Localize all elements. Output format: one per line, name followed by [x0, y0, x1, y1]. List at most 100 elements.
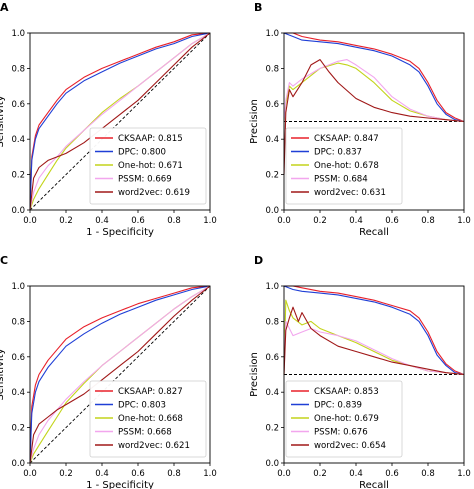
panel-a-letter: A — [0, 1, 9, 14]
panel-a-legend-label: PSSM: 0.669 — [118, 175, 172, 185]
panel-b-legend-label: CKSAAP: 0.847 — [314, 134, 379, 144]
panel-b-ytick-label: 1.0 — [265, 29, 279, 39]
panel-d-ylabel: Precision — [249, 352, 260, 397]
panel-b-legend-label: DPC: 0.837 — [314, 148, 362, 158]
panel-d-ytick-label: 1.0 — [265, 282, 279, 292]
panel-d-xtick-label: 0.0 — [277, 469, 291, 479]
panel-b-series-dpc — [283, 32, 465, 123]
panel-c-xtick-label: 0.8 — [167, 469, 181, 479]
panel-d-xlabel: Recall — [359, 480, 389, 489]
panel-d-legend-label: CKSAAP: 0.853 — [314, 387, 379, 397]
panel-a-legend: CKSAAP: 0.815 DPC: 0.800 One-hot: 0.671 PSS… — [89, 127, 207, 205]
panel-a-xtick-label: 0.4 — [95, 216, 109, 226]
panel-b-legend-label: One-hot: 0.678 — [314, 161, 379, 171]
panel-c-legend-label: One-hot: 0.668 — [118, 414, 183, 424]
panel-b-series-pssm — [283, 59, 465, 123]
panel-b-xtick-label: 0.4 — [349, 216, 363, 226]
panel-a-reference-line — [29, 32, 211, 211]
panel-d-legend-label: word2vec: 0.654 — [314, 441, 386, 451]
panel-b-legend-label: PSSM: 0.684 — [314, 175, 368, 185]
panel-a-legend-label: One-hot: 0.671 — [118, 161, 183, 171]
panel-d-legend-label: PSSM: 0.676 — [314, 428, 368, 438]
panel-b-xlabel: Recall — [359, 227, 389, 238]
panel-a-legend-label: CKSAAP: 0.815 — [118, 134, 183, 144]
panel-a-series-pssm — [29, 32, 211, 211]
panel-d-ytick-label: 0.2 — [265, 424, 279, 434]
panel-c-legend-label: DPC: 0.803 — [118, 401, 166, 411]
panel-c-legend-label: PSSM: 0.668 — [118, 428, 172, 438]
panel-a-legend-label: word2vec: 0.619 — [118, 188, 190, 198]
panel-c-xtick-label: 1.0 — [203, 469, 217, 479]
panel-a-series-cksaap — [29, 32, 211, 211]
panel-b-xtick-label: 1.0 — [457, 216, 471, 226]
panel-c-series-cksaap — [29, 285, 211, 464]
panel-b-series-one-hot — [283, 62, 465, 123]
panel-c-legend-label: CKSAAP: 0.827 — [118, 387, 183, 397]
panel-b-xtick-label: 0.8 — [421, 216, 435, 226]
panel-d-series-cksaap — [284, 285, 465, 376]
panel-d-ytick-label: 0.4 — [265, 388, 279, 398]
panel-c: C 0.0 0.2 0.4 0.6 0.8 1.0 0.0 0.2 0.4 0.6 0.8 1.0 1 -… — [0, 254, 217, 489]
panel-b-legend-box — [285, 127, 403, 205]
panel-d-letter: D — [254, 254, 263, 267]
panel-b-ytick-label: 0.0 — [265, 206, 279, 216]
panel-d-xtick-label: 1.0 — [457, 469, 471, 479]
panel-c-series-pssm — [29, 285, 211, 464]
panel-a-legend-box — [89, 127, 207, 205]
panel-a-xtick-label: 1.0 — [203, 216, 217, 226]
panel-a-xtick-label: 0.8 — [167, 216, 181, 226]
panel-b-ytick-label: 0.6 — [265, 100, 279, 110]
panel-d-ytick-label: 0.6 — [265, 353, 279, 363]
panel-c-ylabel: Sensitivity — [0, 348, 6, 400]
panel-b-ytick-label: 0.8 — [265, 64, 279, 74]
panel-b-xtick-label: 0.6 — [385, 216, 399, 226]
panel-a-ylabel: Sensitivity — [0, 95, 6, 147]
panel-c-xtick-label: 0.2 — [59, 469, 73, 479]
panel-d-ytick-label: 0.0 — [265, 459, 279, 469]
panel-c-ytick-label: 0.2 — [11, 424, 25, 434]
panel-b-xtick-label: 0.0 — [277, 216, 291, 226]
panel-a-xlabel: 1 - Specificity — [86, 227, 154, 238]
panel-a-xtick-label: 0.6 — [131, 216, 145, 226]
panel-b: B 0.0 0.2 0.4 0.6 0.8 1.0 0.0 0.2 0.4 0.6 0.8 1.0 Rec… — [249, 1, 471, 238]
panel-c-xtick-label: 0.0 — [23, 469, 37, 479]
panel-b-ytick-label: 0.4 — [265, 135, 279, 145]
panel-c-ytick-label: 0.6 — [11, 353, 25, 363]
panel-a-ytick-label: 0.4 — [11, 135, 25, 145]
panel-d-legend-label: DPC: 0.839 — [314, 401, 362, 411]
panel-d-frame — [283, 285, 465, 464]
panel-a-frame — [29, 32, 211, 211]
panel-d: D 0.0 0.2 0.4 0.6 0.8 1.0 0.0 0.2 0.4 0.6 0.8 1.0 Rec… — [249, 254, 471, 489]
panel-c-legend: CKSAAP: 0.827 DPC: 0.803 One-hot: 0.668 PSS… — [89, 380, 207, 458]
panel-b-series-word2vec — [283, 59, 465, 175]
panel-a-ytick-label: 0.2 — [11, 171, 25, 181]
panel-c-ytick-label: 1.0 — [11, 282, 25, 292]
panel-c-legend-label: word2vec: 0.621 — [118, 441, 190, 451]
panel-d-xtick-label: 0.2 — [313, 469, 327, 479]
panel-d-legend: CKSAAP: 0.853 DPC: 0.839 One-hot: 0.679 PSS… — [285, 380, 403, 458]
panel-d-legend-label: One-hot: 0.679 — [314, 414, 379, 424]
panel-b-series-cksaap — [284, 32, 465, 123]
panel-a-series-dpc — [29, 32, 211, 211]
panel-c-frame — [29, 285, 211, 464]
panel-d-series-pssm — [283, 320, 465, 376]
panel-b-frame — [283, 32, 465, 211]
panel-d-xtick-label: 0.4 — [349, 469, 363, 479]
panel-c-reference-line — [29, 285, 211, 464]
panel-b-ytick-label: 0.2 — [265, 171, 279, 181]
panel-d-xtick-label: 0.6 — [385, 469, 399, 479]
panel-c-letter: C — [0, 254, 8, 267]
panel-c-series-dpc — [29, 285, 211, 464]
panel-a-ytick-label: 0.8 — [11, 64, 25, 74]
panel-b-legend: CKSAAP: 0.847 DPC: 0.837 One-hot: 0.678 PSS… — [285, 127, 403, 205]
panel-a-ytick-label: 1.0 — [11, 29, 25, 39]
panel-c-ytick-label: 0.8 — [11, 317, 25, 327]
panel-b-letter: B — [254, 1, 262, 14]
panel-c-xtick-label: 0.6 — [131, 469, 145, 479]
panel-a-ytick-label: 0.0 — [11, 206, 25, 216]
panel-a: A 0.0 0.2 0.4 0.6 0.8 1.0 0.0 0.2 0.4 0.6 0.8 1.0 1 -… — [0, 1, 217, 238]
panel-c-ytick-label: 0.0 — [11, 459, 25, 469]
panel-c-xlabel: 1 - Specificity — [86, 480, 154, 489]
panel-d-legend-box — [285, 380, 403, 458]
panel-d-xtick-label: 0.8 — [421, 469, 435, 479]
